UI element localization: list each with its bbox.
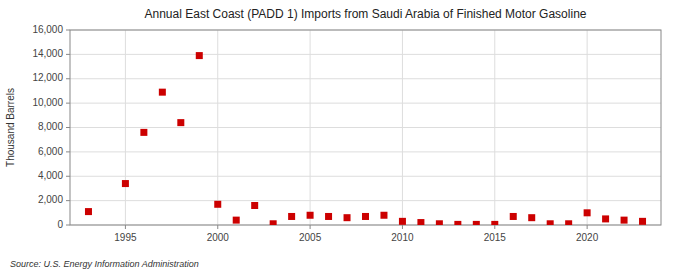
y-tick-label: 2,000 (38, 194, 63, 205)
point (307, 212, 314, 219)
chart-container: 0 2,000 4,000 6,000 8,000 10,000 12,000 14,000 1… (0, 0, 675, 275)
y-tick (66, 78, 70, 79)
point (177, 119, 184, 126)
point (159, 89, 166, 96)
x-grid-line (494, 30, 495, 225)
x-tick-label: 1995 (114, 232, 137, 243)
point (473, 221, 480, 225)
x-tick (402, 225, 403, 229)
plot-frame (70, 30, 661, 225)
grid (70, 30, 661, 225)
point (528, 214, 535, 221)
y-grid-line (70, 103, 661, 104)
x-tick (125, 225, 126, 229)
point (510, 213, 517, 220)
y-axis-label: Thousand Barrels (5, 88, 16, 167)
point (380, 212, 387, 219)
y-tick (66, 225, 70, 226)
source-note: Source: U.S. Energy Information Administ… (10, 259, 199, 269)
x-grid-line (217, 30, 218, 225)
y-tick (66, 30, 70, 31)
y-tick-label: 10,000 (32, 97, 63, 108)
point (288, 213, 295, 220)
y-grid-line (70, 151, 661, 152)
y-tick (66, 176, 70, 177)
y-tick-label: 4,000 (38, 170, 63, 181)
x-grid-line (587, 30, 588, 225)
point (362, 213, 369, 220)
y-grid-line (70, 78, 661, 79)
chart-svg: 0 2,000 4,000 6,000 8,000 10,000 12,000 14,000 1… (0, 0, 675, 275)
point (325, 213, 332, 220)
x-grid-line (310, 30, 311, 225)
y-grid-line (70, 54, 661, 55)
y-tick-label: 16,000 (32, 24, 63, 35)
point (417, 219, 424, 225)
x-tick (217, 225, 218, 229)
point (639, 218, 646, 225)
point (233, 217, 240, 224)
point (621, 217, 628, 224)
y-grid-line (70, 127, 661, 128)
point (270, 220, 277, 225)
point (122, 180, 129, 187)
y-tick-label: 0 (57, 219, 63, 230)
y-tick (66, 200, 70, 201)
point (251, 202, 258, 209)
point (565, 220, 572, 225)
y-tick (66, 103, 70, 104)
point (602, 215, 609, 222)
point (214, 201, 221, 208)
point (436, 220, 443, 225)
y-tick-label: 14,000 (32, 48, 63, 59)
axes: 0 2,000 4,000 6,000 8,000 10,000 12,000 14,000 1… (32, 24, 598, 243)
x-tick-label: 2010 (391, 232, 414, 243)
y-tick (66, 127, 70, 128)
y-tick-label: 6,000 (38, 146, 63, 157)
point (85, 208, 92, 215)
x-grid-line (125, 30, 126, 225)
point (584, 209, 591, 216)
point (196, 52, 203, 59)
plot-area (70, 30, 661, 225)
x-tick (494, 225, 495, 229)
x-tick-label: 2020 (576, 232, 599, 243)
x-grid-line (402, 30, 403, 225)
point (344, 214, 351, 221)
chart-title: Annual East Coast (PADD 1) Imports from … (145, 7, 587, 21)
y-grid-line (70, 200, 661, 201)
y-tick-label: 8,000 (38, 121, 63, 132)
x-tick-label: 2015 (484, 232, 507, 243)
x-tick (587, 225, 588, 229)
x-tick-label: 2005 (299, 232, 322, 243)
x-tick (310, 225, 311, 229)
point (140, 129, 147, 136)
point (454, 221, 461, 225)
y-tick-label: 12,000 (32, 72, 63, 83)
y-grid-line (70, 176, 661, 177)
y-tick (66, 54, 70, 55)
x-tick-label: 2000 (207, 232, 230, 243)
y-tick (66, 151, 70, 152)
data-points (85, 52, 646, 225)
point (399, 218, 406, 225)
point (547, 220, 554, 225)
point (491, 221, 498, 225)
